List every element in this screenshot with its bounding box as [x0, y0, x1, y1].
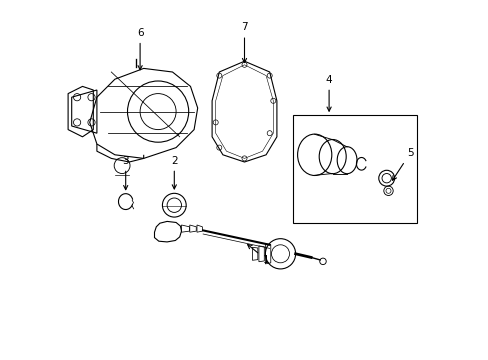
Text: 2: 2 — [171, 156, 177, 189]
Bar — [292, 115, 416, 223]
Text: 4: 4 — [325, 75, 332, 111]
Text: 3: 3 — [122, 156, 129, 190]
Text: 7: 7 — [241, 22, 247, 63]
Text: 5: 5 — [392, 148, 412, 180]
Text: 1: 1 — [247, 244, 269, 265]
Text: 6: 6 — [137, 28, 143, 70]
